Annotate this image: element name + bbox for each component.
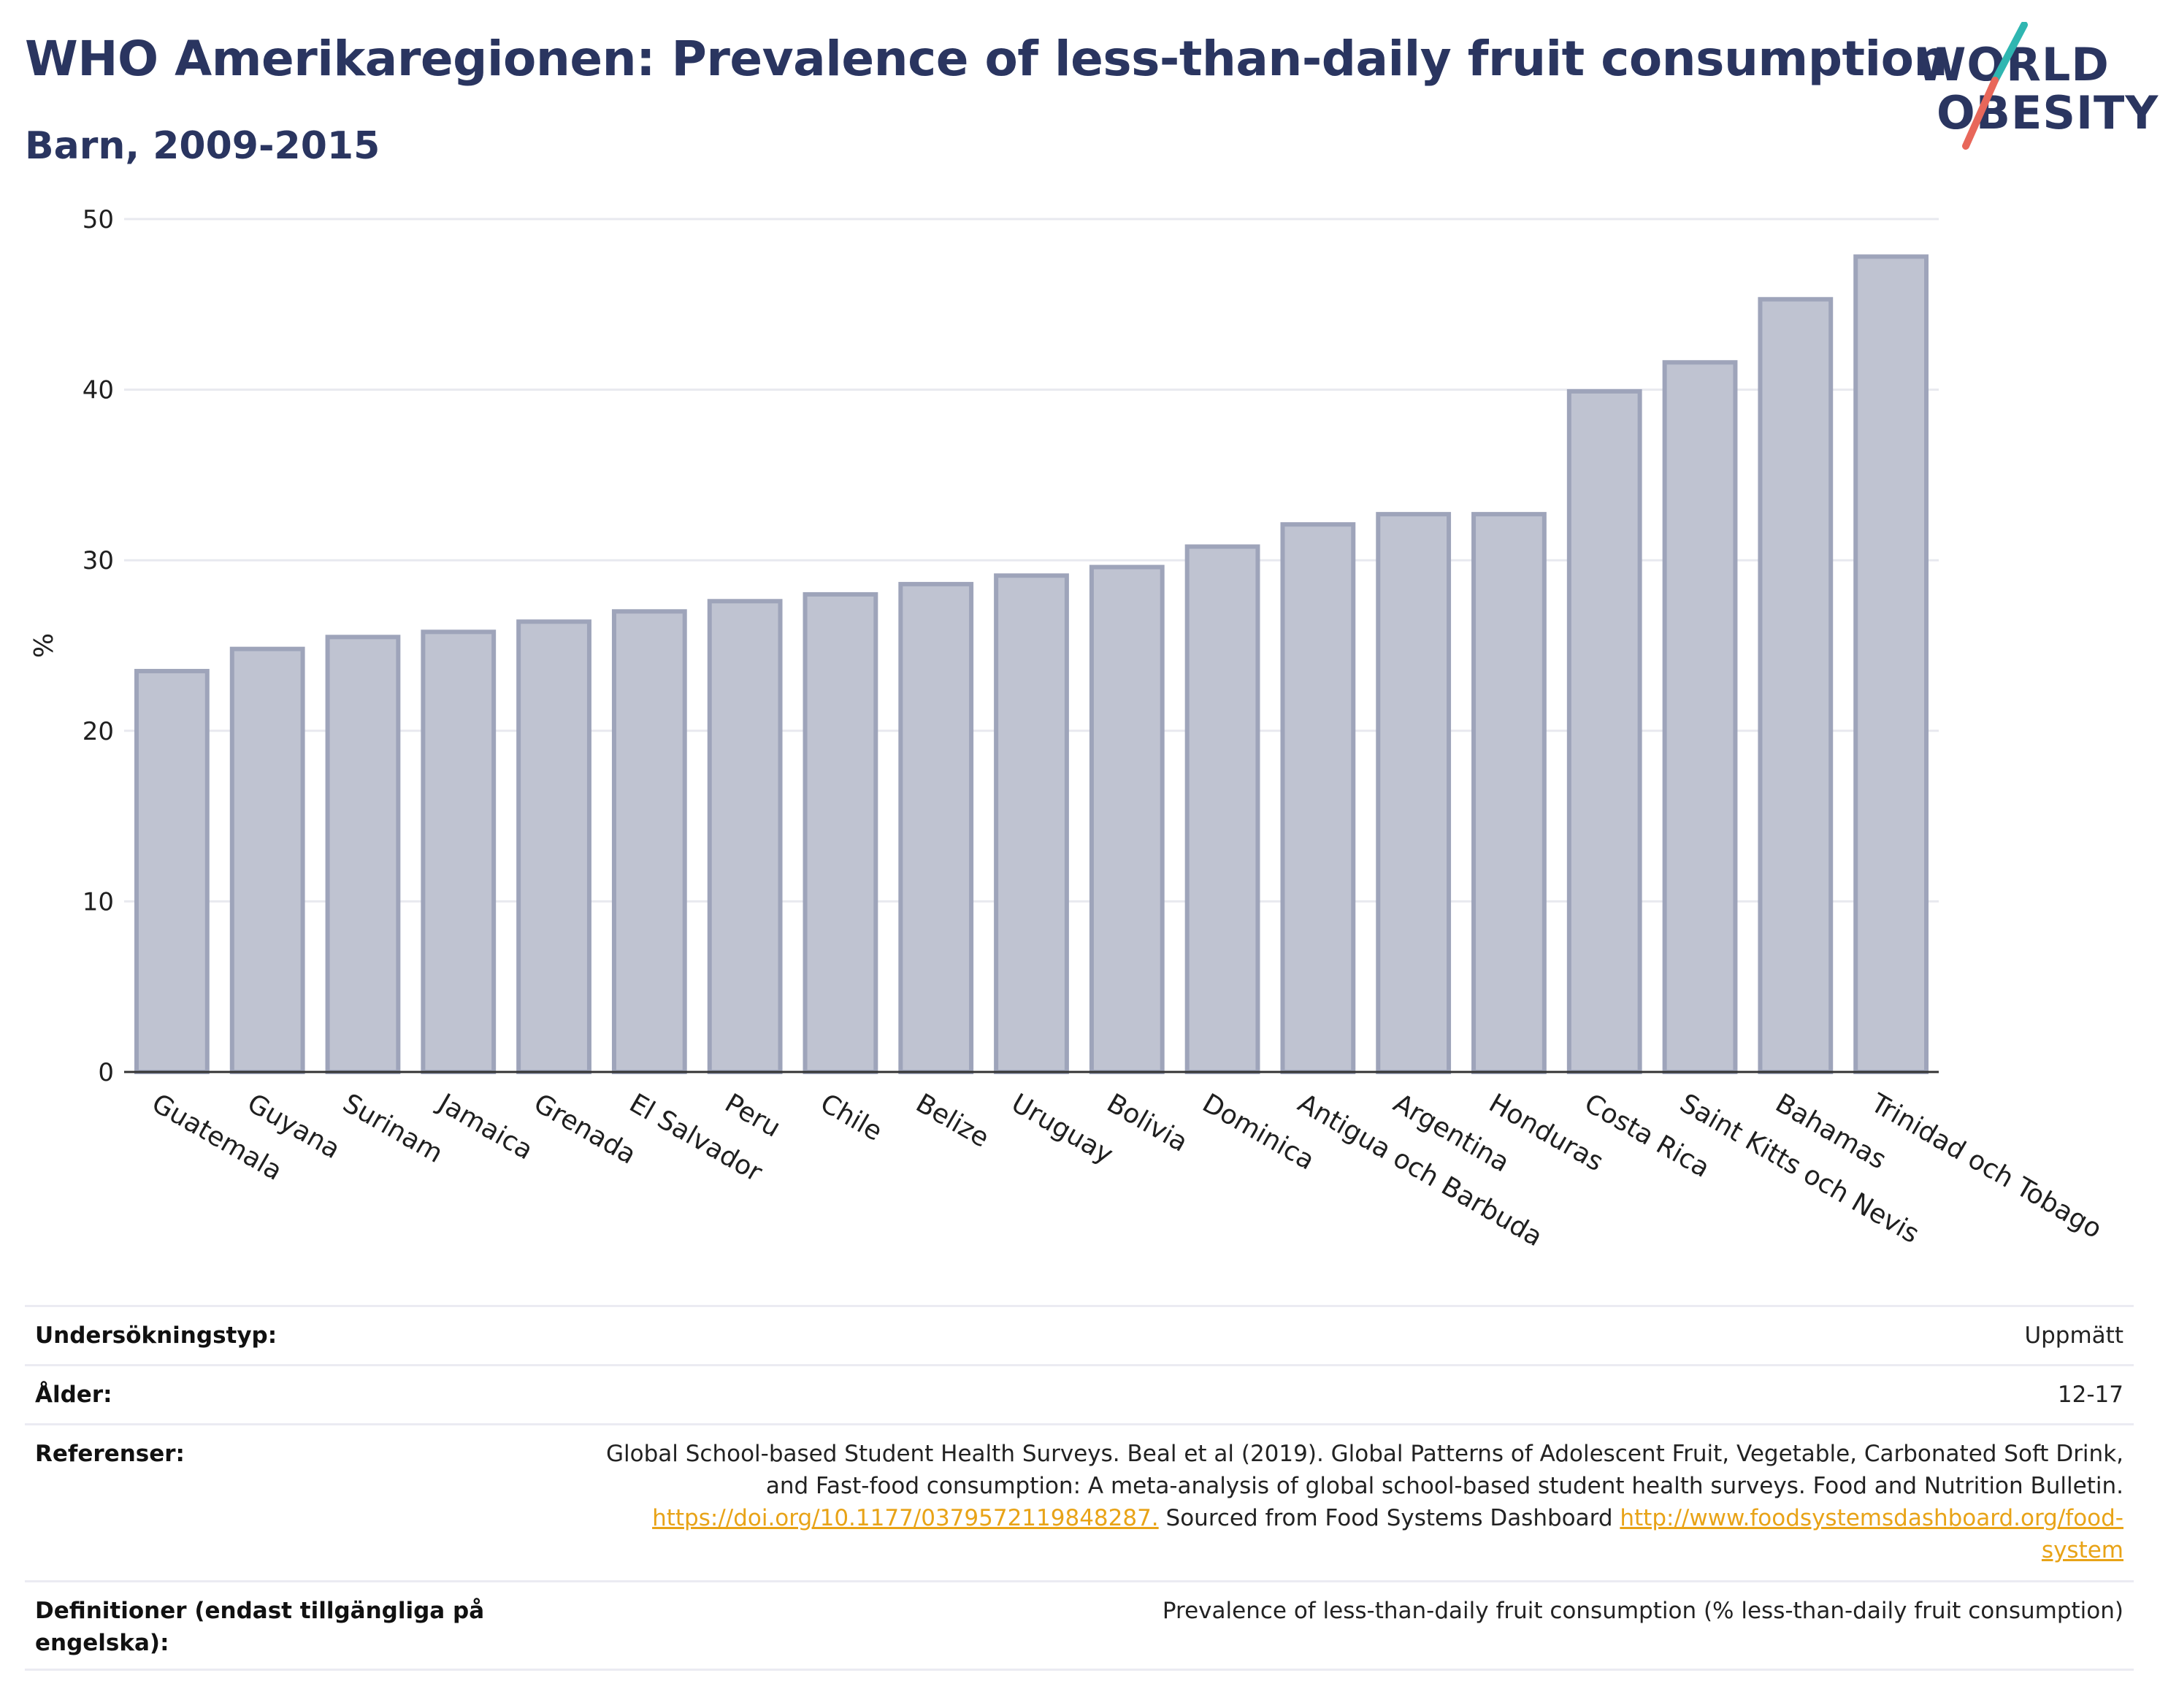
metadata-table: Undersökningstyp: Uppmätt Ålder: 12-17 R… [25,1305,2134,1669]
x-tick-label: Chile [815,1088,887,1147]
bar-uruguay[interactable] [994,573,1069,1074]
bar-honduras[interactable] [1471,512,1547,1074]
reference-line: system [606,1534,2123,1566]
meta-key-line: Definitioner (endast tillgängliga på [35,1598,485,1624]
y-axis-label: % [29,633,59,658]
bar-guyana[interactable] [229,646,305,1074]
table-bottom-border [25,1669,2134,1671]
bar-saint-kitts-och-nevis[interactable] [1662,360,1738,1074]
dashboard-link[interactable]: http://www.foodsystemsdashboard.org/food… [1620,1505,2123,1531]
bar-belize[interactable] [898,581,974,1074]
bar-chart: 0 10 20 30 40 50 GuatemalaGuyanaSurinamJamaic… [29,205,2107,1252]
meta-value: 12-17 [2057,1382,2123,1408]
bar-chile[interactable] [803,591,878,1074]
bar-peru[interactable] [707,599,783,1074]
chart-subtitle: Barn, 2009-2015 [25,124,380,168]
bar-argentina[interactable] [1376,512,1452,1074]
meta-key: Referenser: [35,1441,185,1467]
meta-row-references: Referenser: Global School-based Student … [25,1423,2134,1580]
logo-slash-icon [1962,22,2028,150]
meta-key: Definitioner (endast tillgängliga på eng… [35,1595,484,1659]
x-tick-label: Uruguay [1006,1088,1118,1170]
meta-row-definitions: Definitioner (endast tillgängliga på eng… [25,1580,2134,1669]
x-tick-label: Grenada [529,1088,641,1170]
bar-antigua-och-barbuda[interactable] [1280,522,1356,1075]
chart-title: WHO Amerikaregionen: Prevalence of less-… [25,31,1948,87]
bar-bahamas[interactable] [1758,296,1834,1075]
meta-key-line: engelska): [35,1630,169,1656]
x-tick-label: Surinam [337,1088,448,1169]
y-axis-ticks: 0 10 20 30 40 50 [83,205,114,1087]
y-tick-label: 0 [98,1058,114,1087]
meta-key: Undersökningstyp: [35,1322,277,1349]
meta-key: Ålder: [35,1382,112,1408]
x-tick-label: Peru [720,1088,786,1144]
world-obesity-logo: WORLD OBESITY [1907,22,2158,153]
y-tick-label: 30 [83,546,114,575]
x-tick-label: Belize [911,1088,994,1153]
dashboard-link-cont[interactable]: system [2041,1537,2123,1563]
reference-line: Global School-based Student Health Surve… [606,1441,2123,1467]
doi-link[interactable]: https://doi.org/10.1177/0379572119848287… [652,1505,1159,1531]
x-tick-label: Jamaica [432,1087,538,1165]
reference-text: Sourced from Food Systems Dashboard [1158,1505,1620,1531]
bar-bolivia[interactable] [1089,564,1165,1074]
reference-line: https://doi.org/10.1177/0379572119848287… [606,1502,2123,1534]
meta-value: Prevalence of less-than-daily fruit cons… [1162,1598,2123,1624]
y-tick-label: 40 [83,376,114,405]
bars [134,254,1929,1075]
bar-trinidad-och-tobago[interactable] [1853,254,1929,1075]
meta-row-survey-type: Undersökningstyp: Uppmätt [25,1305,2134,1364]
meta-value: Uppmätt [2024,1322,2123,1349]
reference-line: and Fast-food consumption: A meta-analys… [765,1473,2123,1499]
bar-surinam[interactable] [325,635,401,1074]
bar-el-salvador[interactable] [611,609,687,1074]
bar-guatemala[interactable] [134,669,210,1074]
bar-jamaica[interactable] [421,629,497,1074]
bar-dominica[interactable] [1184,544,1260,1074]
references-text: Global School-based Student Health Surve… [606,1438,2123,1566]
bar-grenada[interactable] [516,619,591,1074]
meta-row-age: Ålder: 12-17 [25,1364,2134,1423]
bar-costa-rica[interactable] [1566,388,1642,1075]
y-tick-label: 10 [83,887,114,916]
y-tick-label: 20 [83,717,114,746]
y-tick-label: 50 [83,205,114,234]
